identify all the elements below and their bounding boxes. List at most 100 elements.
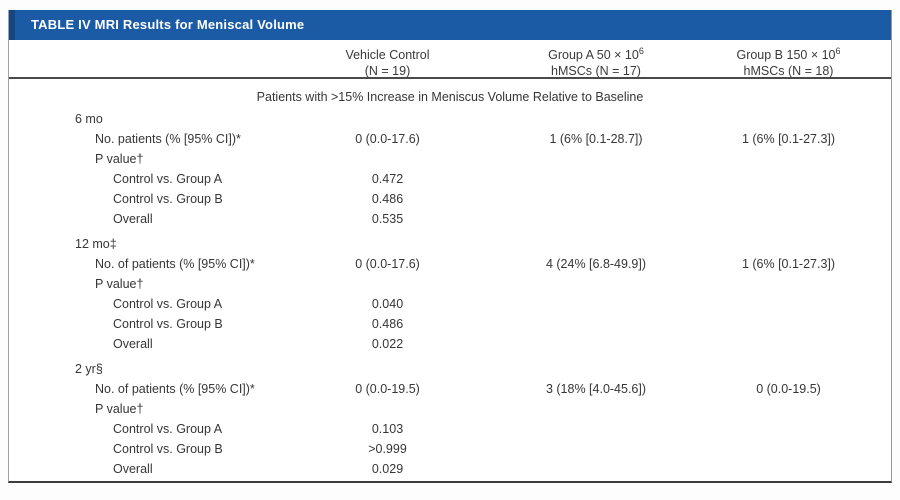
cell-group-b [686, 189, 891, 209]
cell-group-a: 1 (6% [0.1-28.7]) [549, 132, 643, 146]
cell-group-b [686, 399, 891, 419]
row-label: No. of patients (% [95% CI])* [95, 382, 255, 396]
table-row: Control vs. Group A 0.040 [9, 294, 891, 314]
cell-group-a: 4 (24% [6.8-49.9]) [545, 257, 647, 271]
cell-group-a [506, 359, 686, 379]
table-row: Control vs. Group B 0.486 [9, 314, 891, 334]
cell-group-a [506, 459, 686, 479]
cell-group-a [506, 169, 686, 189]
table-row: Overall 0.029 [9, 459, 891, 479]
column-header-superscript: 6 [835, 45, 841, 56]
cell-vehicle-control: 0.029 [371, 462, 404, 476]
cell-vehicle-control: 0.486 [371, 192, 404, 206]
table-row: Overall 0.535 [9, 209, 891, 229]
cell-vehicle-control: 0 (0.0-17.6) [355, 132, 420, 146]
row-label: P value† [95, 277, 144, 291]
table-row: Control vs. Group A 0.103 [9, 419, 891, 439]
cell-group-a: 3 (18% [4.0-45.6]) [545, 382, 647, 396]
cell-vehicle-control [269, 234, 506, 254]
table-row: 2 yr§ [9, 359, 891, 379]
column-header-line1: Group B 150 × 106 [686, 45, 891, 63]
cell-group-a [506, 419, 686, 439]
column-header-line1: Vehicle Control [269, 47, 506, 63]
section-header: Patients with >15% Increase in Meniscus … [256, 90, 644, 104]
cell-group-b [686, 334, 891, 354]
cell-group-b: 1 (6% [0.1-27.3]) [741, 132, 836, 146]
cell-group-b [686, 149, 891, 169]
cell-group-b [686, 419, 891, 439]
column-header-group-a: Group A 50 × 106 hMSCs (N = 17) [506, 45, 686, 79]
table-row: No. patients (% [95% CI])* 0 (0.0-17.6) 1 … [9, 129, 891, 149]
table-row: Control vs. Group A 0.472 [9, 169, 891, 189]
cell-group-b [686, 294, 891, 314]
cell-group-b [686, 359, 891, 379]
cell-group-b: 1 (6% [0.1-27.3]) [741, 257, 836, 271]
row-label: No. of patients (% [95% CI])* [95, 257, 255, 271]
column-header-superscript: 6 [638, 45, 644, 56]
row-label: Overall [113, 212, 153, 226]
mri-results-table: TABLE IV MRI Results for Meniscal Volume… [8, 10, 892, 483]
table-row: 6 mo [9, 109, 891, 129]
cell-group-a [506, 189, 686, 209]
cell-group-b [686, 439, 891, 459]
table-row: Control vs. Group B 0.486 [9, 189, 891, 209]
cell-group-b [686, 209, 891, 229]
cell-vehicle-control: >0.999 [368, 442, 407, 456]
cell-group-a [506, 274, 686, 294]
row-label: Overall [113, 462, 153, 476]
cell-vehicle-control: 0 (0.0-17.6) [355, 257, 420, 271]
cell-vehicle-control [269, 359, 506, 379]
table-row: P value† [9, 149, 891, 169]
row-label: 6 mo [75, 112, 103, 126]
column-header-text: Group A 50 × 10 [548, 48, 639, 62]
cell-vehicle-control [269, 399, 506, 419]
table-row: Overall 0.022 [9, 334, 891, 354]
column-header-text: Vehicle Control [345, 48, 430, 62]
cell-group-a [506, 314, 686, 334]
row-label: Control vs. Group B [113, 442, 223, 456]
row-label: 12 mo‡ [75, 237, 117, 251]
cell-vehicle-control: 0.535 [371, 212, 404, 226]
table-row: P value† [9, 274, 891, 294]
cell-group-b [686, 109, 891, 129]
cell-vehicle-control: 0.022 [371, 337, 404, 351]
cell-group-a [506, 399, 686, 419]
row-label: Control vs. Group A [113, 172, 223, 186]
table-title-bar: TABLE IV MRI Results for Meniscal Volume [9, 10, 891, 40]
cell-group-b [686, 274, 891, 294]
cell-group-b [686, 234, 891, 254]
cell-vehicle-control: 0.040 [371, 297, 404, 311]
cell-group-a [506, 149, 686, 169]
row-label: No. patients (% [95% CI])* [95, 132, 241, 146]
row-label: Control vs. Group B [113, 192, 223, 206]
cell-vehicle-control: 0.103 [371, 422, 404, 436]
cell-group-a [506, 439, 686, 459]
row-label: P value† [95, 402, 144, 416]
table-row: No. of patients (% [95% CI])* 0 (0.0-19.5… [9, 379, 891, 399]
column-header-group-b: Group B 150 × 106 hMSCs (N = 18) [686, 45, 891, 79]
cell-group-b [686, 169, 891, 189]
table-title: TABLE IV MRI Results for Meniscal Volume [31, 17, 305, 32]
cell-group-a [506, 294, 686, 314]
cell-vehicle-control [269, 274, 506, 294]
cell-group-b [686, 314, 891, 334]
cell-vehicle-control [269, 109, 506, 129]
column-header-row: Vehicle Control (N = 19) Group A 50 × 10… [9, 40, 891, 79]
cell-group-a [506, 209, 686, 229]
cell-vehicle-control [269, 149, 506, 169]
column-header-text: Group B 150 × 10 [736, 48, 836, 62]
row-label: 2 yr§ [75, 362, 103, 376]
cell-group-b [686, 459, 891, 479]
cell-vehicle-control: 0 (0.0-19.5) [355, 382, 420, 396]
column-header-vehicle-control: Vehicle Control (N = 19) [269, 47, 506, 79]
table-row: No. of patients (% [95% CI])* 0 (0.0-17.6… [9, 254, 891, 274]
column-header-spacer [9, 47, 269, 79]
row-label: Overall [113, 337, 153, 351]
column-header-line2: hMSCs (N = 18) [743, 64, 834, 78]
row-label: P value† [95, 152, 144, 166]
cell-vehicle-control: 0.486 [371, 317, 404, 331]
row-label: Control vs. Group A [113, 422, 223, 436]
cell-group-a [506, 334, 686, 354]
table-row: P value† [9, 399, 891, 419]
cell-vehicle-control: 0.472 [371, 172, 404, 186]
